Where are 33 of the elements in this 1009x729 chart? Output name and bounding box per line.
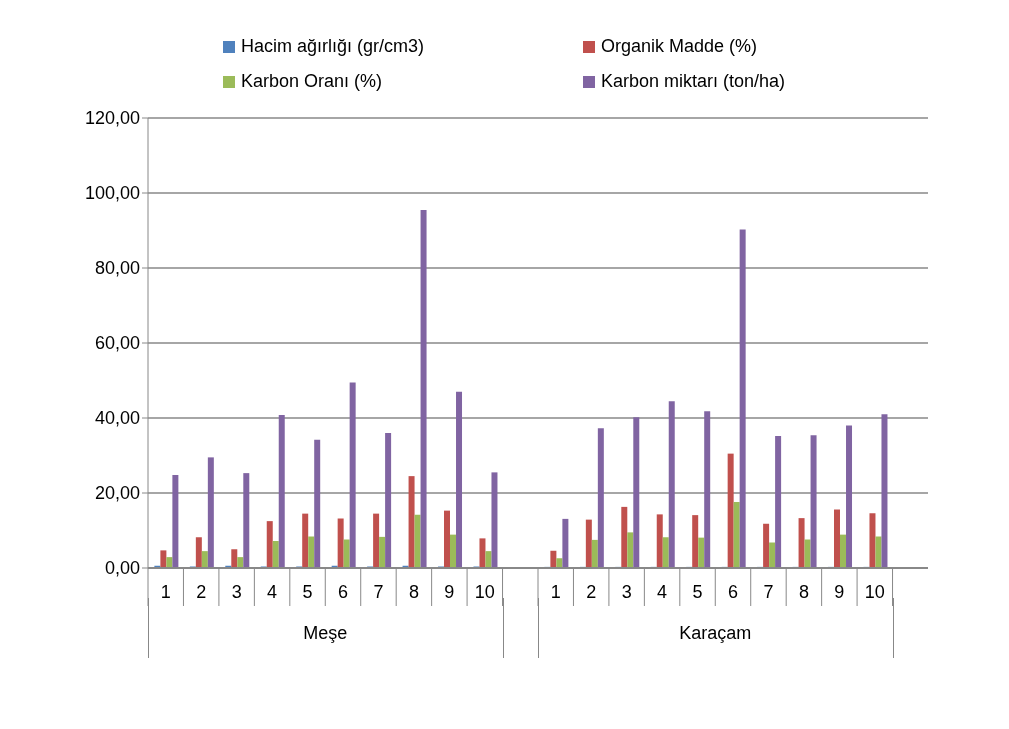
y-tick-label: 120,00: [84, 108, 140, 129]
legend-label: Karbon miktarı (ton/ha): [601, 71, 786, 92]
y-tick-label: 80,00: [94, 258, 140, 279]
x-tick-label: 7: [763, 582, 774, 602]
legend-label: Hacim ağırlığı (gr/cm3): [241, 36, 425, 57]
x-tick-label: 10: [864, 582, 885, 602]
x-tick-label: 3: [231, 582, 242, 602]
x-tick-label: 5: [302, 582, 313, 602]
x-tick-label: 8: [798, 582, 809, 602]
x-tick-label: 6: [337, 582, 349, 602]
x-tick-label: 1: [160, 582, 171, 602]
y-tick-label: 40,00: [94, 408, 140, 429]
x-tick-label: 4: [267, 582, 278, 602]
y-tick-label: 0,00: [104, 558, 140, 579]
x-tick-label: 9: [444, 582, 455, 602]
x-tick-label: 9: [834, 582, 845, 602]
y-tick-label: 100,00: [84, 183, 140, 204]
x-tick-label: 8: [408, 582, 419, 602]
x-tick-label: 2: [196, 582, 207, 602]
x-tick-label: 1: [550, 582, 561, 602]
legend-label: Karbon Oranı (%): [241, 71, 383, 92]
x-tick-label: 5: [692, 582, 703, 602]
legend-label: Organik Madde (%): [601, 36, 758, 57]
x-tick-label: 4: [657, 582, 668, 602]
x-tick-label: 10: [474, 582, 495, 602]
text: Meşe: [302, 623, 349, 644]
text: Karaçam: [678, 623, 753, 644]
y-tick-label: 60,00: [94, 333, 140, 354]
x-tick-label: 6: [727, 582, 739, 602]
x-tick-label: 7: [373, 582, 384, 602]
x-tick-label: 3: [621, 582, 632, 602]
x-tick-label: 2: [586, 582, 597, 602]
y-tick-label: 20,00: [94, 483, 140, 504]
